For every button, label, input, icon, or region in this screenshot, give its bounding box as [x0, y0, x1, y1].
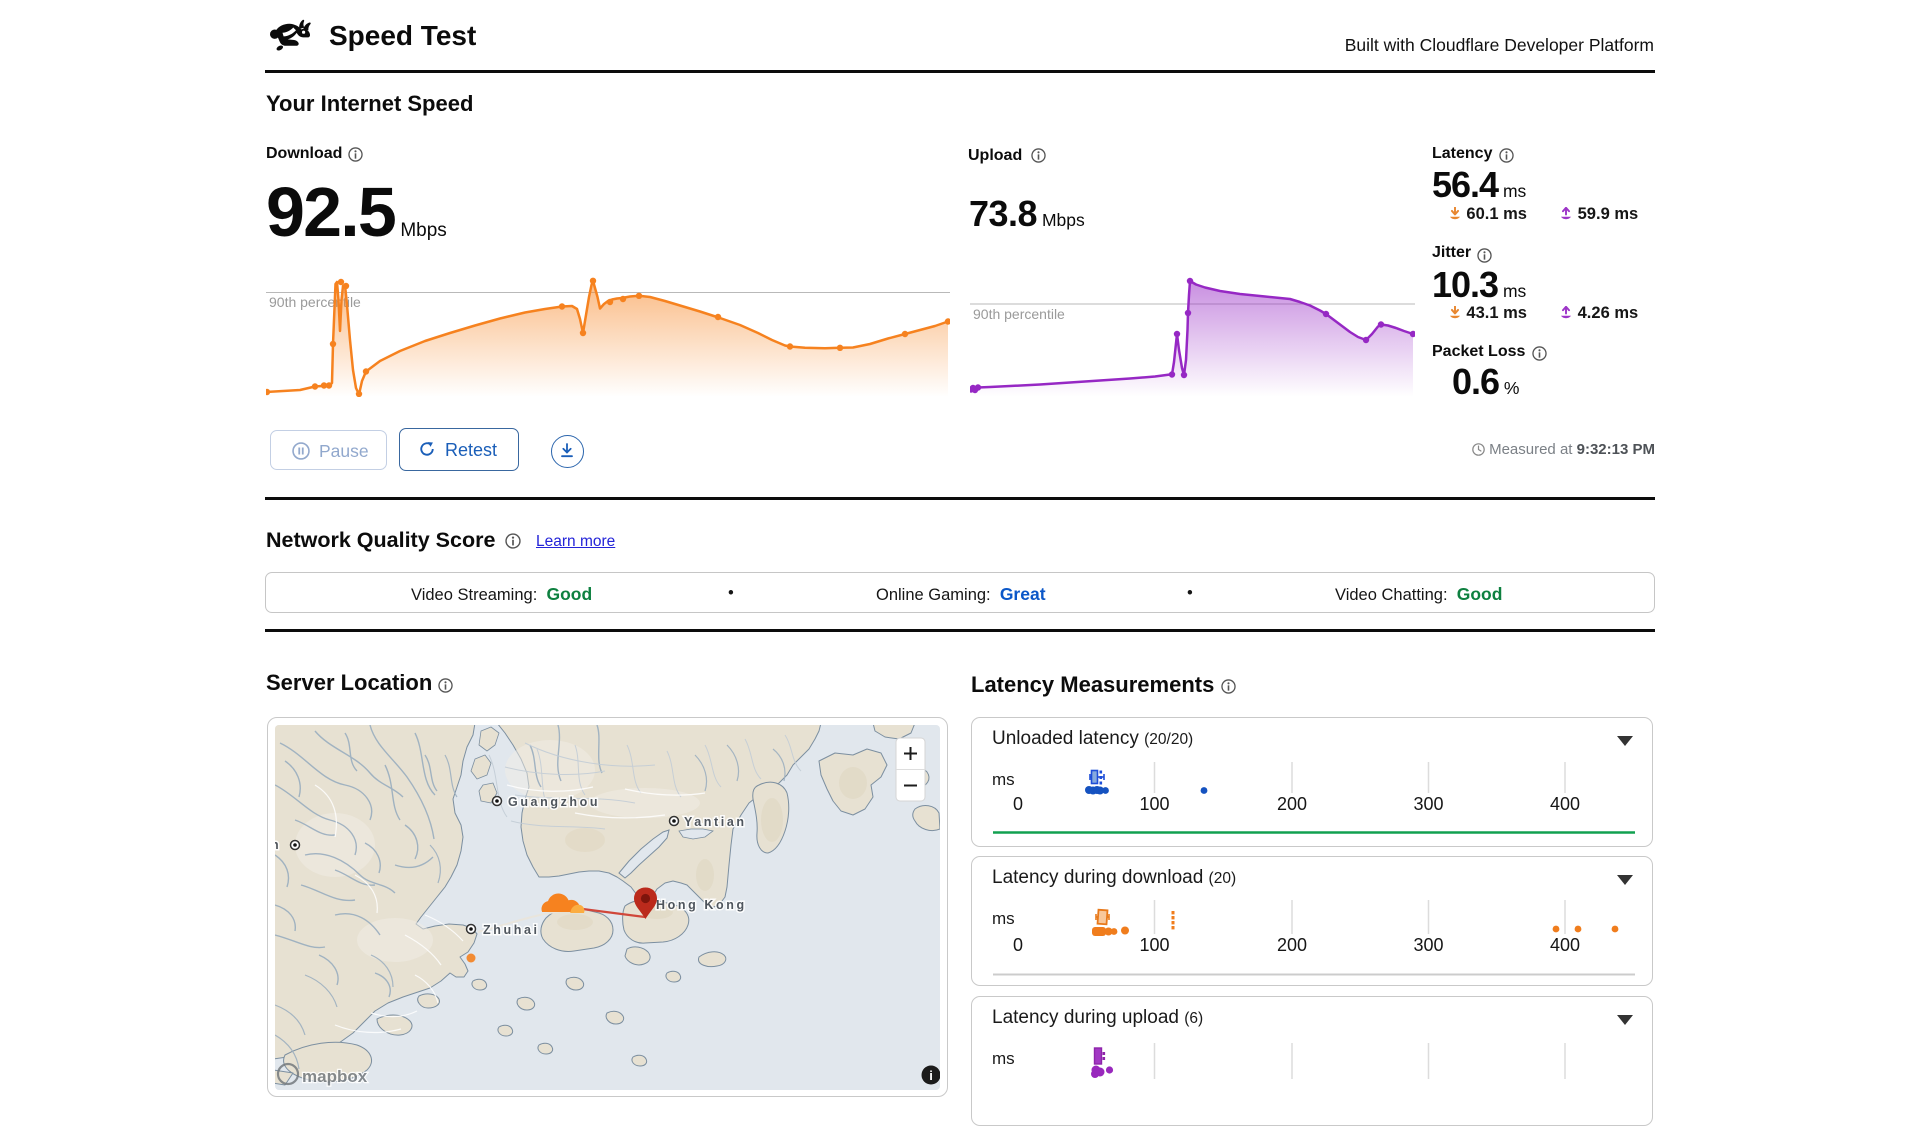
- svg-text:i: i: [929, 1068, 933, 1083]
- svg-text:300: 300: [1413, 935, 1443, 955]
- svg-text:100: 100: [1139, 794, 1169, 814]
- svg-text:0: 0: [1013, 935, 1023, 955]
- svg-text:400: 400: [1550, 794, 1580, 814]
- svg-text:Zhuhai: Zhuhai: [483, 923, 540, 937]
- svg-text:100: 100: [1139, 935, 1169, 955]
- svg-text:90th percentile: 90th percentile: [973, 306, 1065, 322]
- svg-text:Guangzhou: Guangzhou: [508, 795, 600, 809]
- svg-text:300: 300: [1413, 794, 1443, 814]
- svg-text:Hong Kong: Hong Kong: [656, 898, 747, 912]
- svg-text:n: n: [275, 838, 281, 852]
- svg-text:Yantian: Yantian: [684, 815, 747, 829]
- svg-text:400: 400: [1550, 935, 1580, 955]
- svg-text:200: 200: [1277, 794, 1307, 814]
- svg-text:mapbox: mapbox: [302, 1067, 368, 1086]
- svg-text:200: 200: [1277, 935, 1307, 955]
- svg-text:0: 0: [1013, 794, 1023, 814]
